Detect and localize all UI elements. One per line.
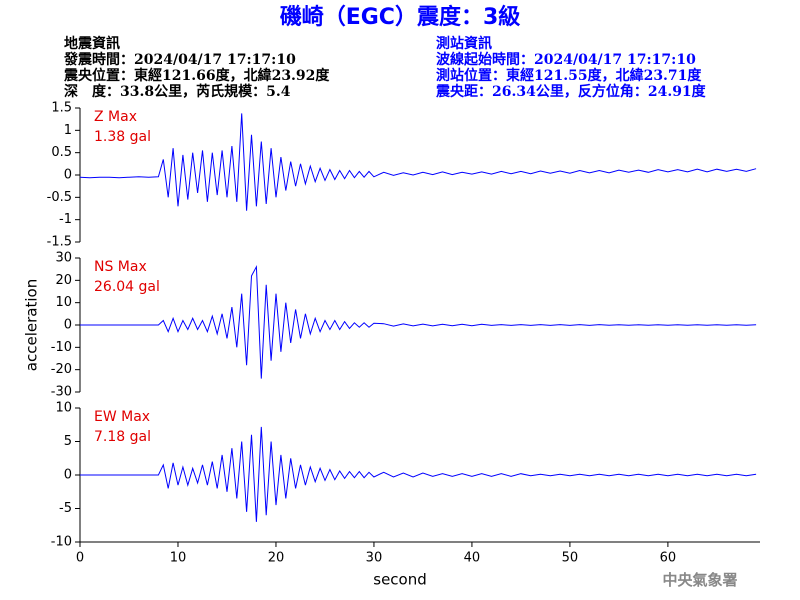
- info-right: 測站位置：東經121.55度，北緯23.71度: [436, 67, 702, 84]
- panel-label: EW Max: [94, 409, 150, 425]
- x-tick-label: 40: [464, 551, 481, 566]
- y-tick-label: -0.5: [47, 190, 72, 205]
- waveform: [80, 426, 757, 522]
- y-axis-label: acceleration: [23, 279, 41, 371]
- info-right: 測站資訊: [436, 35, 492, 52]
- waveform: [79, 113, 757, 211]
- x-tick-label: 50: [562, 551, 579, 566]
- info-right: 震央距：26.34公里，反方位角：24.91度: [435, 83, 707, 100]
- x-tick-label: 10: [170, 551, 187, 566]
- x-axis-label: second: [373, 571, 427, 589]
- y-tick-label: 1.5: [51, 101, 72, 116]
- info-left: 震央位置：東經121.66度，北緯23.92度: [63, 67, 330, 84]
- x-tick-label: 20: [268, 551, 285, 566]
- max-label: 26.04 gal: [94, 279, 160, 295]
- y-tick-label: 30: [55, 251, 72, 266]
- title: 磯崎（EGC）震度：3級: [280, 4, 521, 30]
- info-left: 深 度：33.8公里，芮氏規模：5.4: [64, 83, 291, 100]
- max-label: 1.38 gal: [94, 129, 151, 145]
- y-tick-label: -1: [59, 212, 72, 227]
- info-left: 地震資訊: [64, 35, 120, 52]
- footer: 中央氣象署: [662, 571, 737, 589]
- y-tick-label: -1.5: [47, 235, 72, 250]
- y-tick-label: 0.5: [51, 145, 72, 160]
- info-right: 波線起始時間：2024/04/17 17:17:10: [436, 51, 696, 68]
- y-tick-label: -10: [51, 535, 72, 550]
- x-tick-label: 30: [366, 551, 383, 566]
- panel-label: NS Max: [94, 259, 147, 275]
- y-tick-label: -5: [59, 501, 72, 516]
- y-tick-label: 0: [64, 468, 72, 483]
- y-tick-label: 20: [55, 273, 72, 288]
- y-tick-label: -20: [51, 362, 72, 377]
- y-tick-label: 1: [64, 123, 72, 138]
- y-tick-label: 10: [55, 401, 72, 416]
- max-label: 7.18 gal: [94, 429, 151, 445]
- x-tick-label: 60: [660, 551, 677, 566]
- x-tick-label: 0: [76, 551, 84, 566]
- panel-label: Z Max: [94, 109, 137, 125]
- y-tick-label: 10: [55, 295, 72, 310]
- y-tick-label: 0: [64, 168, 72, 183]
- y-tick-label: -30: [51, 385, 72, 400]
- waveform: [80, 264, 757, 379]
- y-tick-label: 0: [64, 318, 72, 333]
- y-tick-label: 5: [64, 434, 72, 449]
- y-tick-label: -10: [51, 340, 72, 355]
- info-left: 發震時間：2024/04/17 17:17:10: [63, 51, 296, 68]
